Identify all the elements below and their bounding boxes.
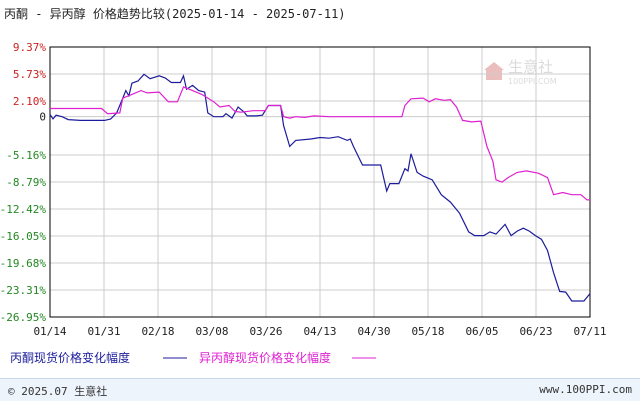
series-line-acetone [49,73,591,302]
watermark-text: 生意社 [508,58,553,76]
plot-frame [49,46,591,318]
y-tick-label: -8.79% [6,176,46,189]
x-tick-label: 03/26 [249,325,282,338]
x-tick-label: 05/18 [411,325,444,338]
x-tick-label: 01/31 [87,325,120,338]
y-tick-label: 2.10% [13,95,46,108]
y-tick-label: 5.73% [13,68,46,81]
x-tick-label: 01/14 [33,325,66,338]
y-tick-label: -26.95% [0,311,46,324]
x-tick-label: 06/05 [465,325,498,338]
y-tick-label: 9.37% [13,41,46,54]
y-tick-label: -5.16% [6,149,46,162]
legend-label-ipa: 异丙醇现货价格变化幅度 [199,350,331,365]
x-tick-label: 07/11 [573,325,606,338]
chart-title: 丙酮 - 异丙醇 价格趋势比较(2025-01-14 - 2025-07-11) [4,6,346,21]
chart-legend: 丙酮现货价格变化幅度 异丙醇现货价格变化幅度 [10,350,376,365]
watermark-sub: 100PPI.COM [508,77,557,86]
x-tick-label: 06/23 [519,325,552,338]
x-tick-label: 02/18 [141,325,174,338]
footer-site: www.100PPI.com [539,383,632,396]
y-tick-label: -23.31% [0,284,46,297]
series-lines [49,73,591,302]
price-trend-chart: 丙酮 - 异丙醇 价格趋势比较(2025-01-14 - 2025-07-11)… [0,6,607,365]
footer-copyright: © 2025.07 生意社 [8,385,108,398]
series-line-ipa [50,86,590,201]
x-tick-label: 04/13 [303,325,336,338]
y-tick-label: 0 [39,111,46,124]
house-icon [484,62,504,70]
footer-bar: © 2025.07 生意社 www.100PPI.com [0,378,640,401]
x-tick-label: 04/30 [357,325,390,338]
watermark-logo: 生意社 100PPI.COM [484,58,557,86]
y-tick-label: -16.05% [0,230,46,243]
legend-label-acetone: 丙酮现货价格变化幅度 [10,350,130,365]
y-axis-ticks: 9.37% 5.73% 2.10% 0 -5.16% -8.79% -12.42% -16.0… [0,41,46,324]
x-tick-label: 03/08 [195,325,228,338]
y-tick-label: -12.42% [0,203,46,216]
x-axis-ticks: 01/14 01/31 02/18 03/08 03/26 04/13 04/30 05/18… [33,325,606,338]
y-tick-label: -19.68% [0,257,46,270]
